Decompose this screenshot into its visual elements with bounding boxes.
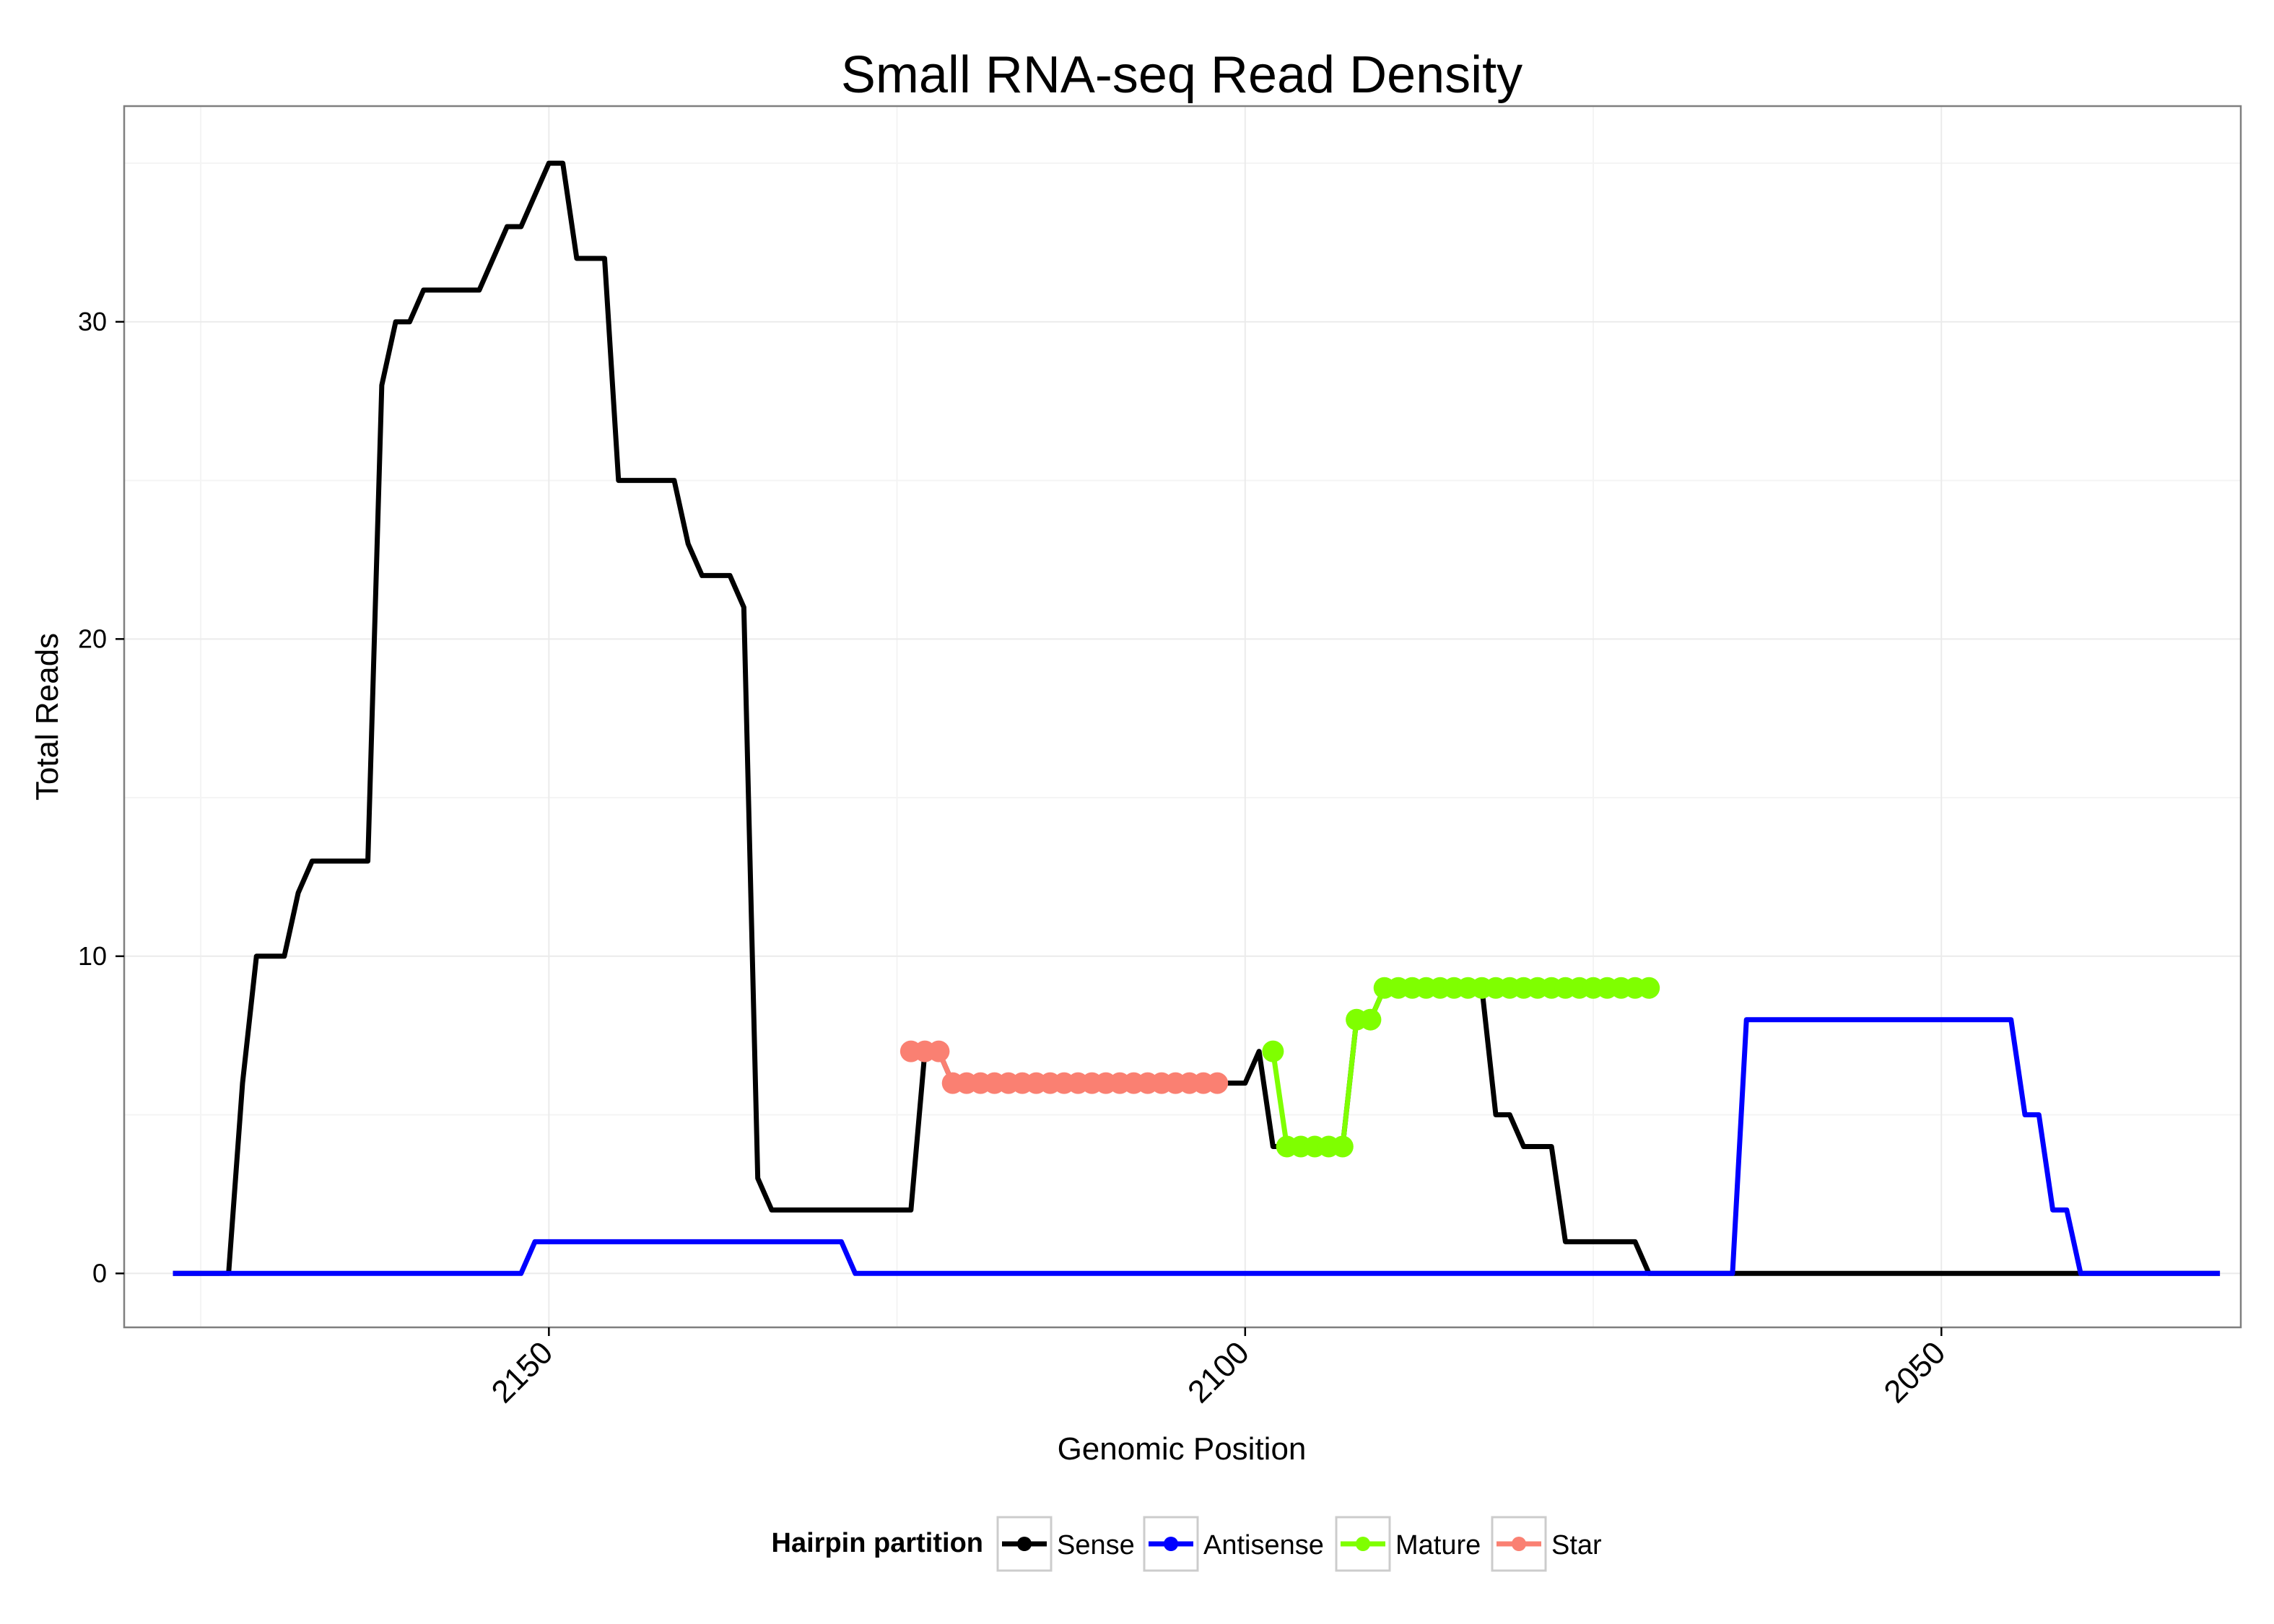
- legend-label-star: Star: [1551, 1530, 1602, 1560]
- series-line-sense: [173, 160, 2221, 1276]
- legend-key-point-star: [1512, 1537, 1526, 1551]
- y-tick-label: 0: [92, 1258, 107, 1288]
- data-point-mature: [1262, 1040, 1284, 1062]
- series-line-antisense: [173, 1017, 2221, 1276]
- y-tick-label: 20: [78, 624, 107, 653]
- data-point-mature: [1359, 1008, 1382, 1031]
- axis-layer: 0 10 20 30 2150 2100 2050: [78, 307, 1952, 1410]
- y-axis-title: Total Reads: [30, 633, 65, 800]
- x-tick-label: 2150: [485, 1335, 560, 1410]
- legend-label-sense: Sense: [1057, 1530, 1135, 1560]
- grid-layer: [124, 106, 2241, 1327]
- legend-entries: Sense Antisense Mature Star: [996, 1516, 1602, 1572]
- data-point-mature: [1638, 977, 1660, 999]
- y-tick-label: 10: [78, 941, 107, 971]
- legend-key-point-antisense: [1164, 1537, 1178, 1551]
- legend-key-point-sense: [1017, 1537, 1032, 1551]
- series-layer: [173, 160, 2221, 1276]
- legend-label-antisense: Antisense: [1203, 1530, 1324, 1560]
- legend-key-point-mature: [1356, 1537, 1370, 1551]
- data-point-mature: [1331, 1135, 1354, 1158]
- y-tick-label: 30: [78, 307, 107, 336]
- chart-title: Small RNA-seq Read Density: [841, 46, 1522, 104]
- x-axis-title: Genomic Position: [1058, 1431, 1307, 1467]
- legend-title: Hairpin partition: [772, 1528, 983, 1558]
- data-point-star: [1206, 1072, 1229, 1094]
- legend: Hairpin partition Sense Antisense Mature St…: [772, 1516, 1602, 1572]
- x-tick-label: 2050: [1877, 1335, 1952, 1410]
- plot-panel: [123, 105, 2242, 1329]
- legend-label-mature: Mature: [1395, 1530, 1481, 1560]
- data-point-star: [928, 1040, 950, 1062]
- x-tick-label: 2100: [1181, 1335, 1256, 1410]
